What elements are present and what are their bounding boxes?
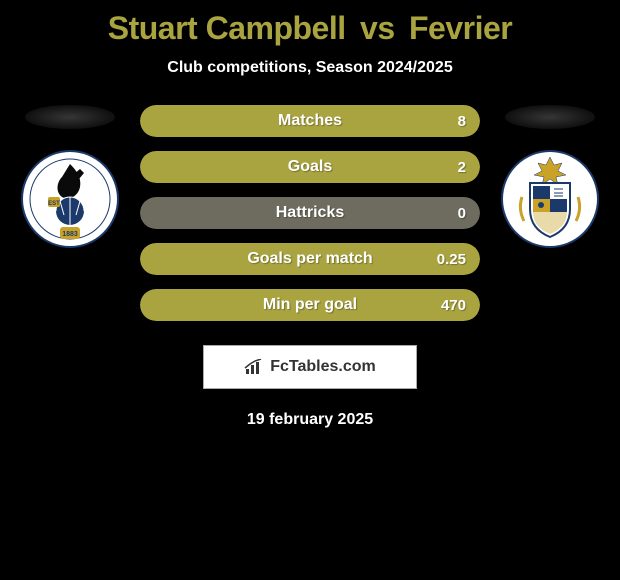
stat-label: Matches (140, 112, 480, 130)
stockport-county-crest-icon (500, 149, 600, 249)
date-label: 19 february 2025 (247, 411, 373, 429)
title-vs: vs (360, 10, 395, 46)
promo-text: FcTables.com (270, 358, 376, 376)
stat-label: Hattricks (140, 204, 480, 222)
stat-value-right: 470 (441, 297, 466, 314)
stat-label: Min per goal (140, 296, 480, 314)
right-player-col (490, 105, 610, 249)
bristol-rovers-crest-icon: EST 1883 (20, 149, 120, 249)
right-club-crest (500, 149, 600, 249)
right-player-shadow (505, 105, 595, 129)
stat-value-right: 8 (458, 113, 466, 130)
stat-row: Goals per match0.25 (140, 243, 480, 275)
subtitle: Club competitions, Season 2024/2025 (167, 59, 452, 77)
svg-text:EST: EST (48, 201, 60, 207)
left-player-shadow (25, 105, 115, 129)
promo-banner[interactable]: FcTables.com (203, 345, 417, 389)
stat-label: Goals per match (140, 250, 480, 268)
stat-value-right: 2 (458, 159, 466, 176)
left-player-col: EST 1883 (10, 105, 130, 249)
stat-row: Matches8 (140, 105, 480, 137)
page-title: Stuart Campbell vs Fevrier (108, 10, 512, 47)
stat-row: Goals2 (140, 151, 480, 183)
left-club-crest: EST 1883 (20, 149, 120, 249)
comparison-area: EST 1883 Matches8 Goals2 Hattricks0 Goals p… (0, 105, 620, 321)
stat-row: Hattricks0 (140, 197, 480, 229)
stat-value-right: 0 (458, 205, 466, 222)
stat-label: Goals (140, 158, 480, 176)
title-player1: Stuart Campbell (108, 10, 346, 46)
stats-column: Matches8Goals2Hattricks0Goals per match0… (140, 105, 480, 321)
chart-icon (244, 359, 264, 375)
title-player2: Fevrier (409, 10, 512, 46)
svg-text:1883: 1883 (62, 231, 78, 238)
stat-value-right: 0.25 (437, 251, 466, 268)
stat-row: Min per goal470 (140, 289, 480, 321)
